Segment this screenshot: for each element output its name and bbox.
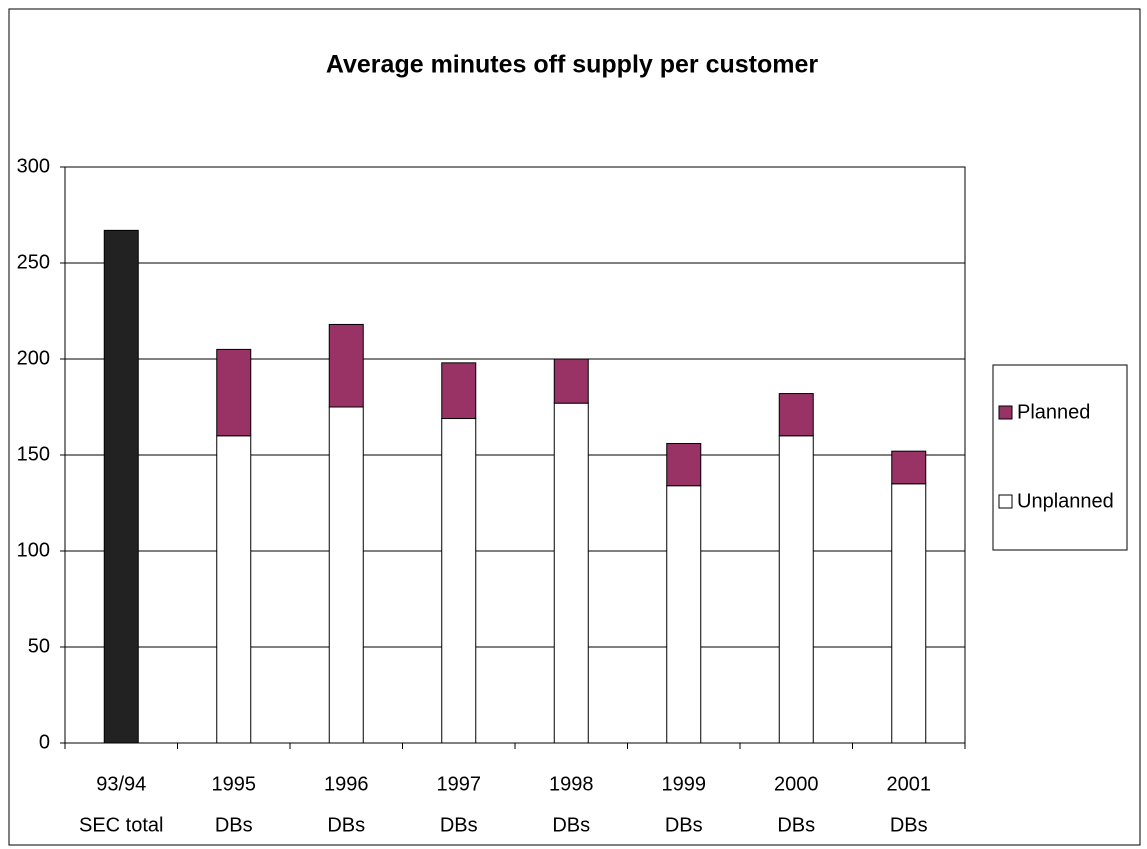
x-tick-label: DBs [215,814,253,836]
x-tick-label: 2000 [774,773,819,795]
x-tick-label: 1997 [437,773,482,795]
bar-segment [666,442,702,487]
y-tick-label: 200 [17,347,50,369]
x-tick-label: DBs [777,814,815,836]
y-tick-label: 0 [39,731,50,753]
y-tick-label: 300 [17,155,50,177]
bar-segment [553,402,589,744]
legend-box [992,364,1128,551]
legend-swatch [998,494,1013,509]
legend-label: Unplanned [1017,490,1114,512]
y-tick-label: 150 [17,443,50,465]
x-tick-label: 1996 [324,773,369,795]
bar-segment [328,406,364,744]
x-tick-label: 2001 [887,773,932,795]
bar-segment [553,358,589,404]
x-tick-label: SEC total [79,814,163,836]
bar-segment [441,418,477,744]
x-tick-label: 93/94 [96,773,146,795]
bar-segment [216,435,252,744]
y-tick-label: 250 [17,251,50,273]
bar-segment [891,483,927,744]
x-tick-label: DBs [890,814,928,836]
chart-title: Average minutes off supply per customer [326,51,819,79]
x-tick-label: DBs [665,814,703,836]
x-tick-label: 1995 [212,773,257,795]
x-tick-label: 1999 [662,773,707,795]
total-bar [103,229,139,744]
bar-segment [441,362,477,420]
bar-segment [778,435,814,744]
x-tick-label: 1998 [549,773,594,795]
y-tick-label: 50 [28,635,50,657]
x-tick-label: DBs [440,814,478,836]
x-tick-label: DBs [552,814,590,836]
y-tick-label: 100 [17,539,50,561]
bar-segment [666,485,702,744]
legend-label: Planned [1017,401,1090,423]
bar-segment [328,323,364,408]
legend-swatch [998,405,1013,420]
x-tick-label: DBs [327,814,365,836]
bar-segment [216,348,252,437]
bar-segment [778,393,814,437]
bar-segment [891,450,927,485]
